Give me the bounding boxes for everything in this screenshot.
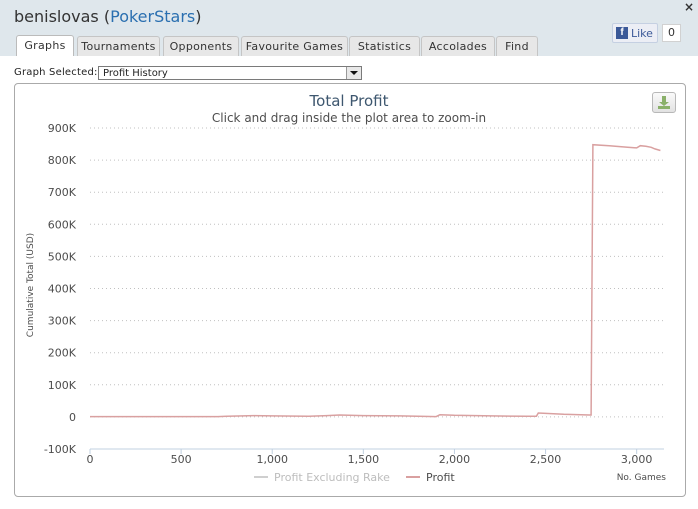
- tab-accolades[interactable]: Accolades: [421, 36, 495, 56]
- close-icon[interactable]: ×: [683, 0, 694, 14]
- facebook-icon: f: [616, 27, 628, 39]
- tab-content: Graph Selected: Profit History: [0, 56, 698, 509]
- graph-selector-value: Profit History: [103, 68, 168, 79]
- download-icon: [658, 96, 670, 109]
- graph-selector-label: Graph Selected:: [14, 67, 98, 78]
- tab-favourite-games[interactable]: Favourite Games: [241, 36, 348, 56]
- graph-selector-dropdown[interactable]: Profit History: [98, 66, 362, 80]
- facebook-like-label: Like: [631, 26, 653, 40]
- tab-tournaments[interactable]: Tournaments: [77, 36, 160, 56]
- facebook-like-widget: f Like 0: [612, 23, 681, 43]
- page-title: benislovas (PokerStars): [14, 7, 202, 26]
- facebook-like-count: 0: [661, 24, 681, 42]
- facebook-like-button[interactable]: f Like: [612, 23, 658, 43]
- top-bar: benislovas (PokerStars) × f Like 0 Graph…: [0, 0, 698, 57]
- tab-statistics[interactable]: Statistics: [349, 36, 420, 56]
- chevron-down-icon[interactable]: [346, 67, 361, 79]
- site-link[interactable]: PokerStars: [110, 7, 196, 26]
- tab-graphs[interactable]: Graphs: [16, 35, 74, 57]
- chart-container: [14, 83, 686, 497]
- export-button[interactable]: [652, 92, 676, 113]
- player-name: benislovas: [14, 7, 99, 26]
- tab-opponents[interactable]: Opponents: [163, 36, 239, 56]
- tab-find[interactable]: Find: [496, 36, 538, 56]
